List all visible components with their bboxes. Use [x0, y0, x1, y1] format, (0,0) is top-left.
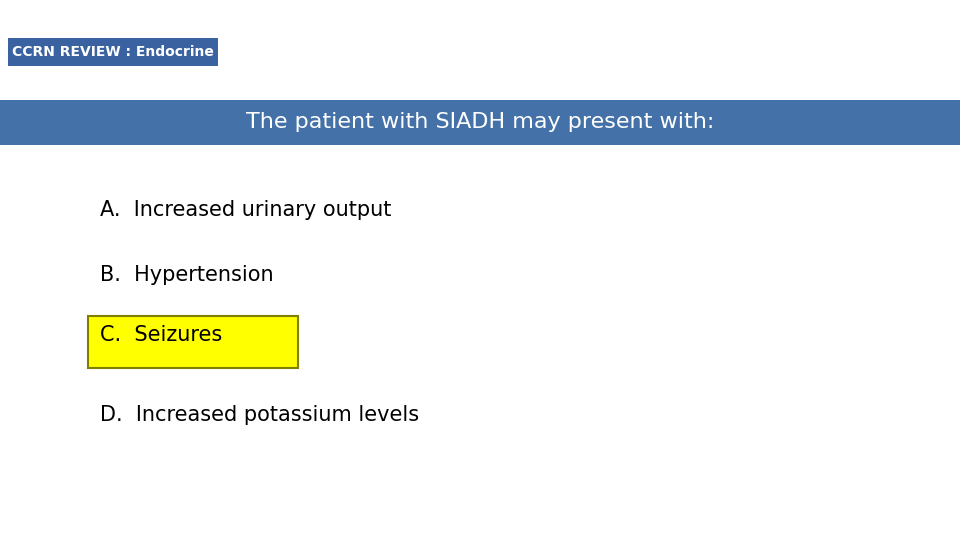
Bar — [8, 38, 218, 66]
Text: D.  Increased potassium levels: D. Increased potassium levels — [100, 405, 420, 425]
Text: C.  Seizures: C. Seizures — [100, 325, 223, 345]
Bar — [0, 100, 960, 145]
Bar — [88, 316, 298, 368]
Text: A.  Increased urinary output: A. Increased urinary output — [100, 200, 392, 220]
Text: CCRN REVIEW : Endocrine: CCRN REVIEW : Endocrine — [12, 45, 214, 59]
Text: The patient with SIADH may present with:: The patient with SIADH may present with: — [246, 112, 714, 132]
Text: B.  Hypertension: B. Hypertension — [100, 265, 274, 285]
